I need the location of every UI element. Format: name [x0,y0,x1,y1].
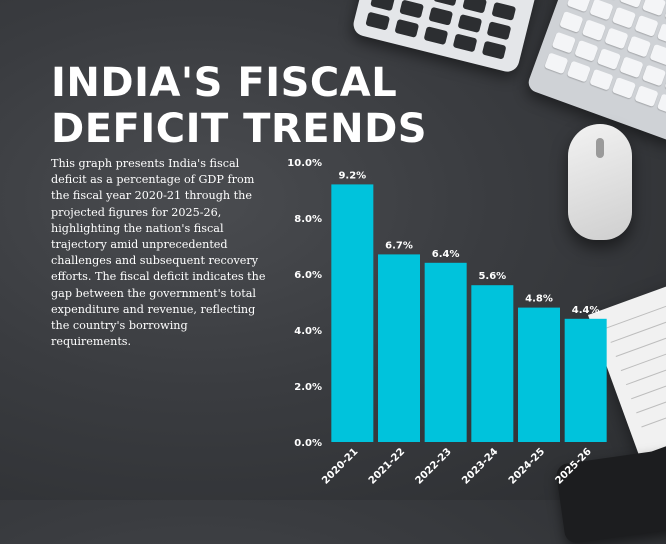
calculator-key [486,21,512,41]
data-label: 4.8% [525,294,553,305]
keyboard-key [544,52,569,75]
bar-2021-22 [378,254,420,442]
data-label: 6.4% [432,249,460,260]
keyboard-key [656,23,666,46]
keyboard-key [589,68,614,91]
x-tick-label: 2021-22 [367,446,407,486]
keyboard-key [634,14,659,37]
data-label: 4.4% [572,305,600,316]
x-axis: 2020-21 2021-22 2022-23 2023-24 2024-25 2025-… [320,446,594,486]
calculator-key [433,0,458,7]
calculator-key [491,1,517,21]
keyboard-key [551,31,576,54]
keyboard-key [611,76,637,99]
bar-2025-26 [564,318,607,442]
keyboard-key [649,43,666,66]
x-tick-label: 2022-23 [414,446,454,486]
keyboard-key [656,93,666,116]
x-tick-label: 2025-26 [554,446,594,486]
data-labels: 9.2% 6.7% 6.4% 5.6% 4.8% 4.4% [338,170,599,315]
x-tick-label: 2020-21 [320,446,360,486]
bar-2022-23 [424,262,467,442]
keyboard-key [596,48,622,70]
bar-2024-25 [518,307,560,442]
data-label: 5.6% [478,271,506,282]
y-axis: 0.0% 2.0% 4.0% 6.0% 8.0% 10.0% [287,158,322,449]
data-label: 9.2% [338,170,366,181]
calculator-key [423,26,449,46]
calculator-key [370,0,395,12]
bar-chart: 0.0% 2.0% 4.0% 6.0% 8.0% 10.0% 9.2% 6.7% 6.4% 5.… [287,158,607,487]
y-tick-label: 10.0% [287,158,322,169]
bar-series [331,184,607,442]
y-tick-label: 6.0% [294,270,322,281]
keyboard-key [574,39,599,62]
calculator-key [457,14,483,33]
calculator-key [394,18,420,38]
keyboard-key [641,0,666,17]
title-line-1: INDIA'S FISCAL [51,60,398,106]
bar-2020-21 [331,184,374,442]
keyboard-key [634,85,659,108]
calculator-key [365,11,391,31]
keyboard-key [604,27,629,50]
calculator-key [452,33,478,53]
calculator-key [428,6,454,26]
y-tick-label: 2.0% [294,382,322,393]
keyboard-key [566,0,592,13]
x-tick-label: 2024-25 [507,446,547,486]
notebook-line [641,395,666,428]
notebook-line [625,353,666,386]
notebook-line [620,339,666,372]
keyboard-key [626,35,652,58]
keyboard-key [611,6,637,29]
x-tick-label: 2023-24 [460,446,500,486]
mouse-wheel [596,138,604,158]
mouse-decoration [568,124,632,240]
keyboard-decoration [525,0,666,144]
calculator-key [462,0,488,14]
y-tick-label: 8.0% [294,214,322,225]
page-title: INDIA'S FISCAL DEFICIT TRENDS [51,60,427,152]
calculator-key [399,0,425,19]
keyboard-key [619,56,644,79]
keyboard-key [641,64,666,87]
keyboard-key [589,0,614,21]
y-tick-label: 0.0% [294,438,322,449]
title-line-2: DEFICIT TRENDS [51,106,428,152]
keyboard-key [581,19,607,42]
data-label: 6.7% [385,240,413,251]
keyboard-key [566,60,591,83]
keyboard-key [559,11,584,33]
bar-2023-24 [471,285,514,442]
y-tick-label: 4.0% [294,326,322,337]
calculator-key [481,40,507,60]
chart-description: This graph presents India's fiscal defic… [51,157,266,349]
keyboard-key [619,0,644,8]
